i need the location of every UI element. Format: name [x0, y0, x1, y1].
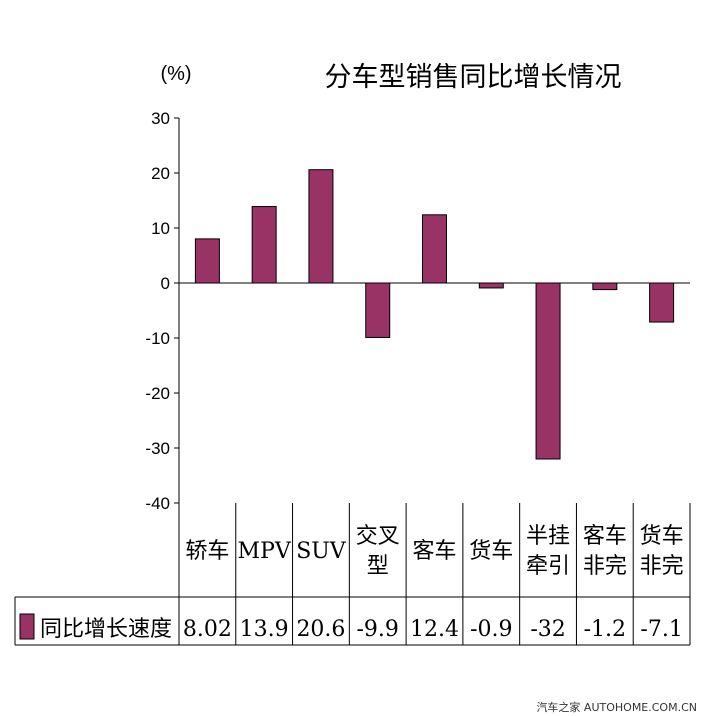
value-label: -32 [530, 617, 565, 642]
category-label: 牵引 [526, 554, 570, 579]
legend-swatch [19, 613, 35, 640]
category-label: 型 [367, 554, 389, 579]
y-tick-label: -30 [145, 439, 170, 458]
category-label: 半挂 [526, 524, 570, 549]
bar [422, 214, 447, 284]
value-label: 12.4 [410, 617, 459, 642]
bar [194, 238, 220, 284]
watermark: 汽车之家 AUTOHOME.COM.CN [536, 700, 697, 714]
value-label: 20.6 [296, 617, 345, 642]
value-label: 8.02 [183, 617, 232, 642]
y-tick-label: 30 [151, 109, 170, 128]
bar [308, 169, 334, 284]
category-label: 货车 [469, 539, 513, 564]
value-labels: 8.02 13.9 20.6 -9.9 12.4 -0.9 -32 -1.2 -7.1 [183, 617, 683, 642]
value-label: -9.9 [357, 617, 399, 642]
bar [251, 206, 277, 284]
value-label: 13.9 [240, 617, 289, 642]
category-label: 客车 [412, 539, 456, 564]
table-grid-lines [14, 503, 691, 646]
y-tick-label: -40 [145, 494, 170, 513]
y-tick-label: 0 [161, 274, 170, 293]
chart-title: 分车型销售同比增长情况 [325, 62, 622, 93]
bar [535, 282, 561, 460]
y-tick-label: -10 [145, 329, 170, 348]
y-tick-label: 20 [151, 164, 170, 183]
legend-label: 同比增长速度 [40, 617, 172, 642]
y-tick-label: -20 [145, 384, 170, 403]
bar [478, 282, 504, 289]
category-label: 非完 [640, 554, 684, 579]
category-label: MPV [238, 539, 292, 564]
y-tick-label: 10 [151, 219, 170, 238]
bar-series [194, 169, 675, 460]
y-axis-unit-label: (%) [160, 63, 191, 85]
bar [365, 282, 391, 338]
value-label: -1.2 [584, 617, 626, 642]
category-label: SUV [296, 539, 347, 564]
value-label: -7.1 [640, 617, 682, 642]
category-label: 交叉 [356, 524, 400, 549]
bar [592, 282, 618, 291]
category-label: 非完 [583, 554, 627, 579]
category-label: 轿车 [185, 539, 229, 564]
category-label: 货车 [640, 524, 684, 549]
bar [649, 282, 675, 323]
category-label: 客车 [583, 524, 627, 549]
value-label: -0.9 [470, 617, 512, 642]
y-axis-ticks: 30 20 10 0 -10 -20 -30 -40 [145, 109, 179, 513]
